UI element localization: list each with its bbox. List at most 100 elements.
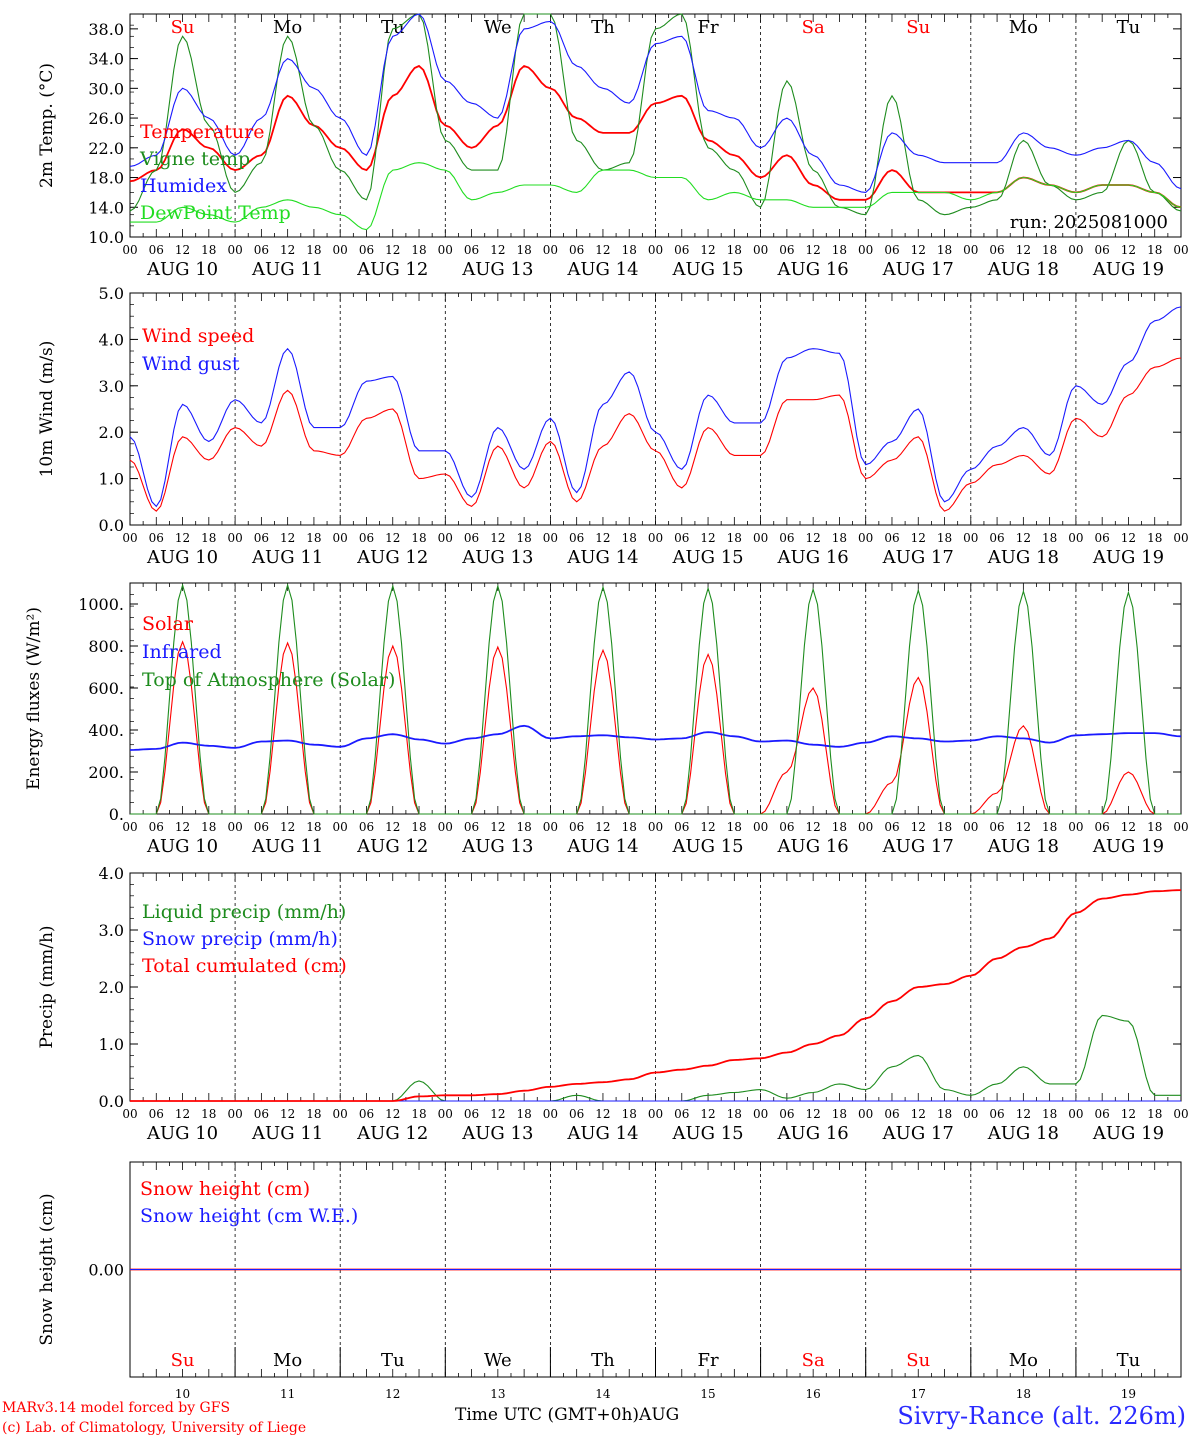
y-tick-label: 1.0	[99, 470, 124, 489]
series-line	[129, 724, 1182, 751]
date-label: AUG 18	[987, 1123, 1059, 1144]
hour-tick-label: 12	[175, 531, 190, 545]
date-label: AUG 13	[461, 1123, 533, 1144]
hour-tick-label: 00	[543, 243, 558, 257]
hour-tick-label: 06	[674, 820, 689, 834]
hour-tick-label: 00	[333, 1107, 348, 1121]
hour-tick-label: 06	[1095, 1107, 1110, 1121]
legend-entry: Top of Atmosphere (Solar)	[142, 669, 395, 691]
day-number-label: 15	[700, 1387, 715, 1401]
x-axis-month: AUG	[639, 1405, 680, 1425]
hour-tick-label: 12	[175, 243, 190, 257]
hour-tick-label: 00	[963, 531, 978, 545]
hour-tick-label: 00	[1068, 820, 1083, 834]
hour-tick-label: 18	[1147, 1107, 1162, 1121]
hour-tick-label: 12	[490, 1107, 505, 1121]
hour-tick-label: 12	[911, 820, 926, 834]
hour-tick-label: 18	[832, 1107, 847, 1121]
y-tick-label: 10.0	[88, 228, 124, 247]
day-name-label: Mo	[273, 17, 302, 38]
y-tick-label: 34.0	[88, 50, 124, 69]
hour-tick-label: 06	[779, 531, 794, 545]
hour-tick-label: 00	[753, 1107, 768, 1121]
hour-tick-label: 12	[280, 243, 295, 257]
hour-tick-label: 00	[753, 531, 768, 545]
hour-tick-label: 06	[254, 243, 269, 257]
date-label: AUG 14	[566, 1123, 638, 1144]
hour-tick-label: 12	[911, 531, 926, 545]
date-label: AUG 15	[671, 547, 743, 568]
y-tick-label: 800.	[88, 637, 124, 656]
hour-tick-label: 06	[779, 1107, 794, 1121]
hour-tick-label: 00	[122, 820, 137, 834]
hour-tick-label: 06	[569, 531, 584, 545]
hour-tick-label: 12	[700, 531, 715, 545]
hour-tick-label: 18	[411, 820, 426, 834]
hour-tick-label: 06	[884, 243, 899, 257]
day-number-label: 11	[280, 1387, 295, 1401]
y-tick-label: 200.	[88, 763, 124, 782]
y-tick-label: 0.0	[99, 1092, 124, 1111]
hour-tick-label: 00	[122, 531, 137, 545]
hour-tick-label: 00	[963, 820, 978, 834]
date-label: AUG 16	[777, 259, 849, 280]
date-label: AUG 19	[1092, 547, 1164, 568]
hour-tick-label: 06	[569, 243, 584, 257]
hour-tick-label: 12	[1121, 820, 1136, 834]
date-label: AUG 14	[566, 547, 638, 568]
hour-tick-label: 06	[884, 1107, 899, 1121]
hour-tick-label: 00	[1173, 243, 1188, 257]
hour-tick-label: 00	[1068, 531, 1083, 545]
hour-tick-label: 12	[1016, 1107, 1031, 1121]
day-name-label: Su	[171, 17, 195, 38]
day-number-label: 14	[595, 1387, 611, 1401]
series-line	[130, 1014, 1181, 1102]
legend-entry: Snow precip (mm/h)	[142, 928, 338, 950]
date-label: AUG 11	[251, 547, 323, 568]
hour-tick-label: 18	[727, 531, 742, 545]
hour-tick-label: 12	[911, 1107, 926, 1121]
hour-tick-label: 00	[227, 243, 242, 257]
date-label: AUG 11	[251, 1123, 323, 1144]
date-label: AUG 16	[777, 547, 849, 568]
hour-tick-label: 00	[438, 1107, 453, 1121]
hour-tick-label: 12	[490, 243, 505, 257]
day-name-label: Sa	[802, 17, 825, 38]
series-line	[129, 13, 1182, 216]
hour-tick-label: 18	[1147, 243, 1162, 257]
date-label: AUG 14	[566, 259, 638, 280]
hour-tick-label: 00	[333, 820, 348, 834]
day-name-label: We	[484, 1350, 512, 1371]
hour-tick-label: 18	[937, 1107, 952, 1121]
hour-tick-label: 00	[122, 1107, 137, 1121]
date-label: AUG 12	[356, 1123, 428, 1144]
day-name-label: Su	[171, 1350, 195, 1371]
hour-tick-label: 00	[122, 243, 137, 257]
day-name-label: Mo	[1009, 17, 1038, 38]
x-axis-title-text: Time UTC (GMT+0h)	[455, 1405, 640, 1425]
hour-tick-label: 06	[359, 243, 374, 257]
hour-tick-label: 18	[306, 531, 321, 545]
date-label: AUG 10	[146, 836, 218, 857]
date-label: AUG 17	[882, 1123, 954, 1144]
legend-entry: DewPoint Temp	[140, 202, 291, 224]
hour-tick-label: 12	[700, 1107, 715, 1121]
hour-tick-label: 00	[753, 820, 768, 834]
hour-tick-label: 00	[438, 243, 453, 257]
panel-2: 0.0 1.0 2.0 3.0 4.0 5.0 10m Wind (m/s) 00 06 12 18…	[37, 284, 1189, 568]
panel-1: 10.0 14.0 18.0 22.0 26.0 30.0 34.0 38.0 2m Temp.…	[37, 13, 1189, 280]
hour-tick-label: 06	[1095, 243, 1110, 257]
hour-tick-label: 12	[1016, 243, 1031, 257]
date-label: AUG 13	[461, 836, 533, 857]
hour-tick-label: 12	[595, 1107, 610, 1121]
hour-tick-label: 00	[543, 531, 558, 545]
hour-tick-label: 12	[595, 820, 610, 834]
hour-tick-label: 00	[1173, 820, 1188, 834]
hour-tick-label: 06	[1095, 820, 1110, 834]
date-label: AUG 19	[1092, 259, 1164, 280]
legend-entry: Snow height (cm)	[140, 1178, 310, 1200]
day-name-label: Th	[591, 1350, 615, 1371]
hour-tick-label: 12	[700, 820, 715, 834]
day-name-label: Su	[906, 17, 930, 38]
hour-tick-label: 18	[411, 1107, 426, 1121]
